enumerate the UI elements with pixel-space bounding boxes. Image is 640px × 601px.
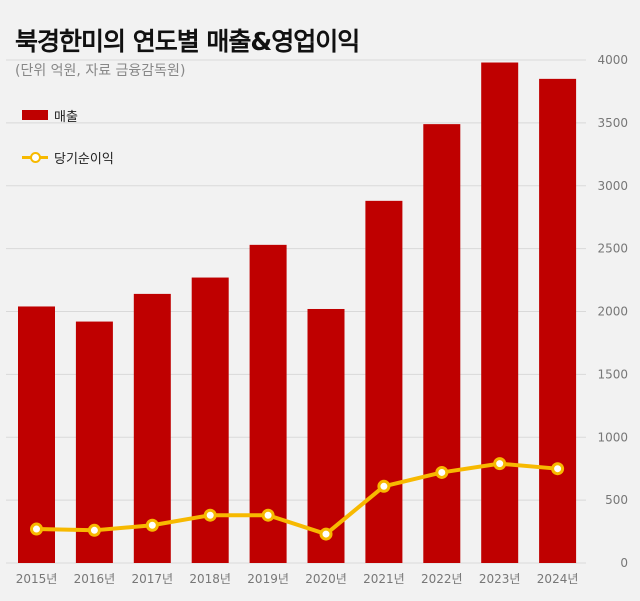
x-tick-label: 2020년	[305, 572, 347, 586]
x-tick-label: 2015년	[16, 572, 58, 586]
x-tick-label: 2022년	[421, 572, 463, 586]
y-tick-label: 2500	[597, 242, 628, 256]
x-tick-label: 2018년	[189, 572, 231, 586]
x-tick-label: 2023년	[479, 572, 521, 586]
x-tick-label: 2017년	[132, 572, 174, 586]
legend-label-sales: 매출	[54, 109, 78, 125]
legend-item-net-income: 당기순이익	[22, 147, 114, 167]
bar-sales	[75, 321, 113, 563]
y-tick-label: 2000	[597, 305, 628, 319]
x-tick-label: 2019년	[247, 572, 289, 586]
y-tick-label: 0	[620, 556, 628, 570]
chart-subtitle: (단위 억원, 자료 금융감독원)	[15, 63, 186, 79]
y-tick-label: 1500	[597, 367, 628, 381]
y-tick-label: 3500	[597, 116, 628, 130]
point-net-income	[203, 508, 217, 522]
y-tick-label: 1000	[597, 430, 628, 444]
point-net-income	[551, 462, 565, 476]
point-net-income	[145, 518, 159, 532]
legend: 매출 당기순이익	[22, 105, 114, 189]
y-axis-ticks: 0 500 1000 1500 2000 2500 3000 3500 4000	[597, 53, 628, 570]
chart-title: 북경한미의 연도별 매출&영업이익	[15, 27, 360, 56]
point-net-income	[261, 508, 275, 522]
line-net-income	[36, 461, 558, 537]
bar-sales	[307, 308, 345, 563]
point-net-income	[435, 465, 449, 479]
legend-item-sales: 매출	[22, 105, 114, 125]
y-tick-label: 4000	[597, 53, 628, 67]
bar-sales	[539, 78, 577, 564]
legend-label-net-income: 당기순이익	[54, 151, 114, 167]
point-net-income	[87, 523, 101, 537]
bar-sales	[18, 306, 55, 563]
x-tick-label: 2024년	[537, 572, 579, 586]
legend-swatch-sales	[22, 110, 48, 120]
x-axis-ticks: 2015년 2016년 2017년 2018년 2019년 2020년 2021년 2022년…	[16, 572, 579, 586]
point-net-income	[493, 457, 507, 471]
bar-sales	[481, 62, 519, 563]
point-net-income	[319, 527, 333, 541]
bar-sales	[133, 293, 171, 563]
legend-swatch-net-income	[22, 149, 48, 165]
bar-sales	[423, 124, 461, 563]
y-tick-label: 3000	[597, 179, 628, 193]
x-tick-label: 2021년	[363, 572, 405, 586]
line-series-net-income	[30, 457, 565, 541]
point-net-income	[377, 479, 391, 493]
point-net-income	[30, 522, 43, 536]
bar-sales	[365, 200, 403, 563]
y-tick-label: 500	[605, 493, 628, 507]
x-tick-label: 2016년	[74, 572, 116, 586]
